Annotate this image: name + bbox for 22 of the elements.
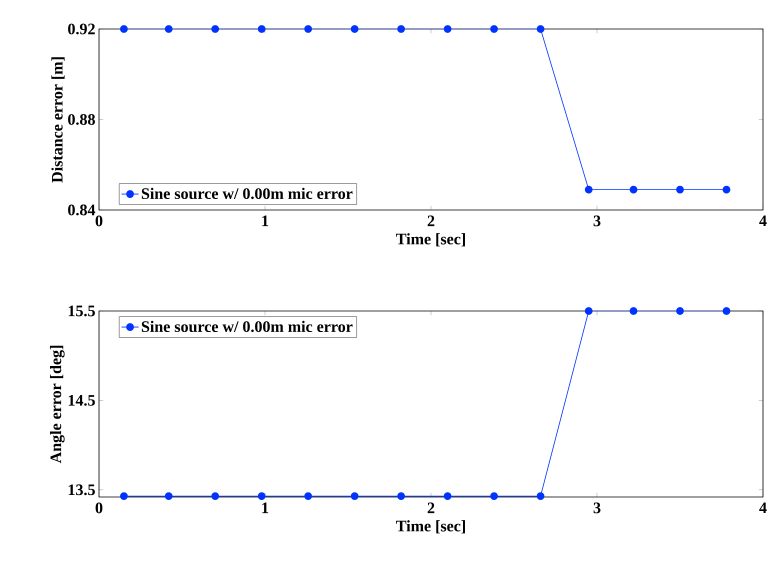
legend-label: Sine source w/ 0.00m mic error <box>142 188 352 200</box>
y-tick-label: 0.88 <box>68 114 95 125</box>
y-axis-title: Distance error [m] <box>51 57 65 183</box>
y-axis-title: Angle error [deg] <box>50 346 65 464</box>
x-tick-label: 0 <box>96 502 102 514</box>
x-tick-label: 1 <box>262 502 268 514</box>
y-tick-label: 0.84 <box>68 204 96 216</box>
x-tick-label: 4 <box>759 216 767 226</box>
x-axis-title: Time [sec] <box>396 520 465 534</box>
x-tick-label: 3 <box>594 502 600 514</box>
y-tick-label: 13.5 <box>68 484 95 496</box>
x-tick-label: 3 <box>594 216 600 226</box>
x-tick-label: 4 <box>759 502 767 514</box>
x-tick-label: 2 <box>428 216 434 226</box>
y-tick-label: 15.5 <box>68 306 95 316</box>
x-axis-title: Time [sec] <box>396 233 465 246</box>
y-tick-label: 14.5 <box>68 395 95 406</box>
legend-label: Sine source w/ 0.00m mic error <box>142 320 352 332</box>
y-tick-label: 0.92 <box>68 24 95 34</box>
x-tick-label: 0 <box>96 216 102 226</box>
x-tick-label: 2 <box>428 502 434 514</box>
x-tick-label: 1 <box>262 216 268 226</box>
